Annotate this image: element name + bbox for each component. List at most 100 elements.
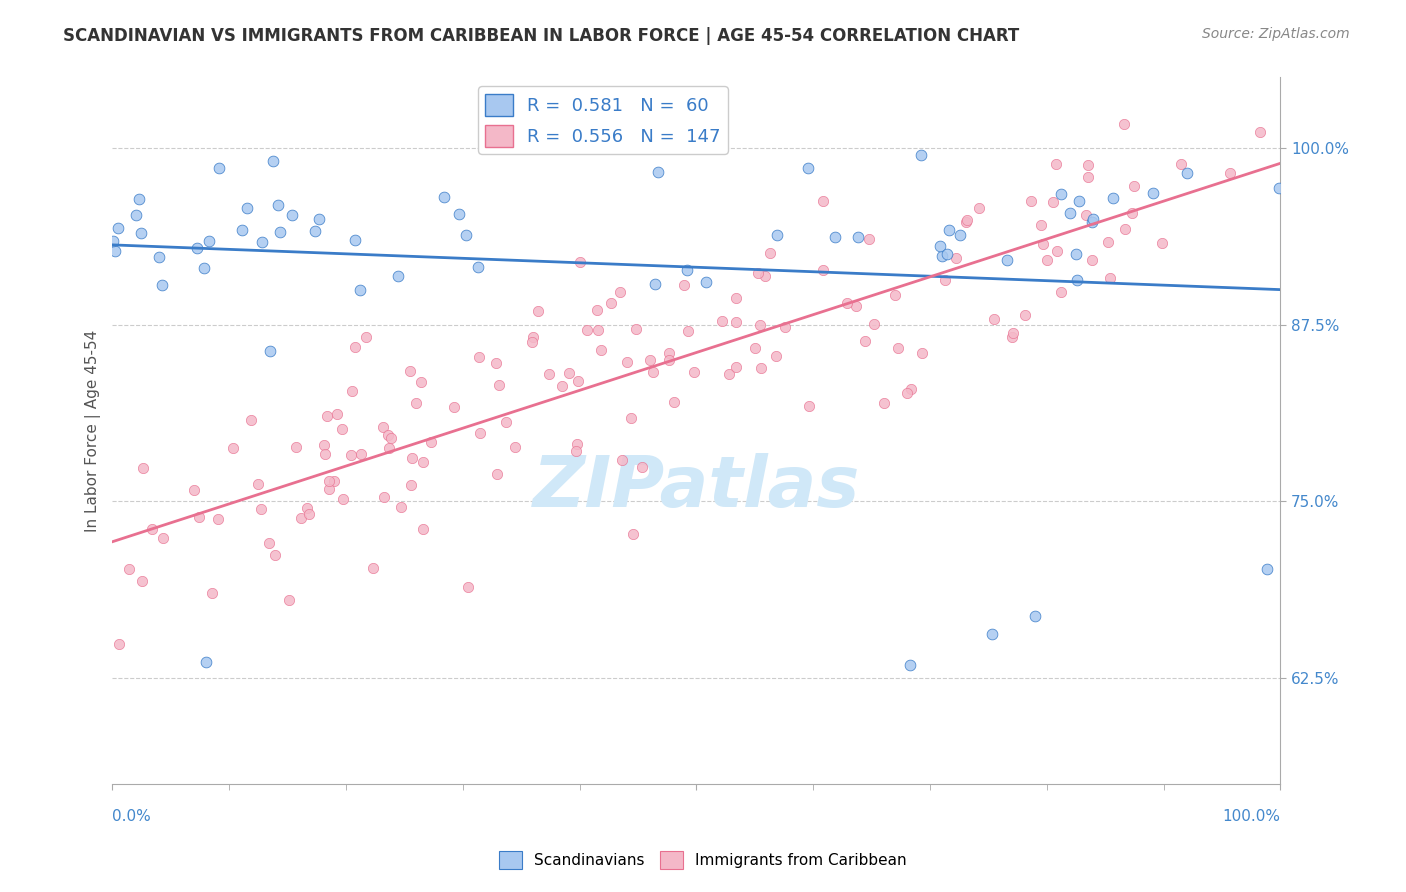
Point [626, 322, 648, 336]
Point [747, 266, 769, 280]
Point [278, 593, 301, 607]
Point [948, 228, 970, 243]
Point [1036, 253, 1059, 268]
Point [565, 443, 588, 458]
Point [775, 319, 797, 334]
Point [683, 365, 706, 379]
Point [935, 247, 957, 261]
Point [717, 367, 740, 381]
Point [316, 409, 339, 423]
Point [378, 441, 401, 455]
Point [672, 278, 695, 293]
Point [318, 482, 340, 496]
Point [1001, 330, 1024, 344]
Point [900, 382, 922, 396]
Point [262, 153, 284, 168]
Point [619, 411, 641, 425]
Point [125, 208, 148, 222]
Point [551, 378, 574, 392]
Point [835, 295, 858, 310]
Point [148, 250, 170, 264]
Point [1014, 308, 1036, 322]
Point [797, 399, 820, 413]
Point [910, 346, 932, 360]
Point [797, 161, 820, 175]
Point [186, 241, 208, 255]
Point [848, 229, 870, 244]
Point [250, 501, 273, 516]
Legend: Scandinavians, Immigrants from Caribbean: Scandinavians, Immigrants from Caribbean [494, 845, 912, 875]
Point [350, 447, 373, 461]
Point [1112, 117, 1135, 131]
Point [931, 249, 953, 263]
Point [150, 278, 173, 293]
Point [389, 500, 412, 514]
Point [198, 234, 221, 248]
Point [290, 510, 312, 524]
Point [485, 357, 508, 371]
Point [744, 341, 766, 355]
Point [298, 508, 321, 522]
Point [412, 522, 434, 536]
Point [284, 440, 307, 454]
Point [1077, 158, 1099, 172]
Point [630, 459, 652, 474]
Point [1066, 273, 1088, 287]
Point [207, 161, 229, 175]
Point [557, 366, 579, 380]
Point [725, 315, 748, 329]
Point [343, 340, 366, 354]
Point [380, 432, 402, 446]
Point [995, 253, 1018, 268]
Point [945, 251, 967, 265]
Point [1114, 222, 1136, 236]
Point [1050, 187, 1073, 202]
Point [748, 318, 770, 332]
Point [326, 407, 349, 421]
Text: 100.0%: 100.0% [1222, 809, 1281, 824]
Point [443, 401, 465, 415]
Point [568, 255, 591, 269]
Point [387, 268, 409, 283]
Point [1081, 215, 1104, 229]
Point [128, 192, 150, 206]
Point [873, 395, 896, 409]
Point [657, 353, 679, 368]
Point [1029, 218, 1052, 232]
Point [1267, 181, 1289, 195]
Point [433, 189, 456, 203]
Point [373, 419, 395, 434]
Point [862, 317, 884, 331]
Point [295, 500, 318, 515]
Point [1080, 253, 1102, 268]
Point [1098, 271, 1121, 285]
Point [621, 527, 644, 541]
Point [710, 314, 733, 328]
Point [983, 312, 1005, 326]
Point [600, 295, 623, 310]
Point [447, 207, 470, 221]
Point [1045, 156, 1067, 170]
Point [887, 341, 910, 355]
Point [257, 535, 280, 549]
Point [1170, 157, 1192, 171]
Point [811, 194, 834, 209]
Text: 0.0%: 0.0% [112, 809, 152, 824]
Point [304, 223, 326, 237]
Point [239, 413, 262, 427]
Point [658, 346, 681, 360]
Point [676, 263, 699, 277]
Point [644, 277, 666, 291]
Point [246, 476, 269, 491]
Point [419, 435, 441, 450]
Point [318, 475, 340, 489]
Point [269, 225, 291, 239]
Point [765, 349, 787, 363]
Point [467, 350, 489, 364]
Point [377, 428, 399, 442]
Text: ZIPatlas: ZIPatlas [533, 452, 860, 522]
Point [610, 453, 633, 467]
Point [934, 273, 956, 287]
Point [643, 365, 665, 379]
Point [1002, 326, 1025, 340]
